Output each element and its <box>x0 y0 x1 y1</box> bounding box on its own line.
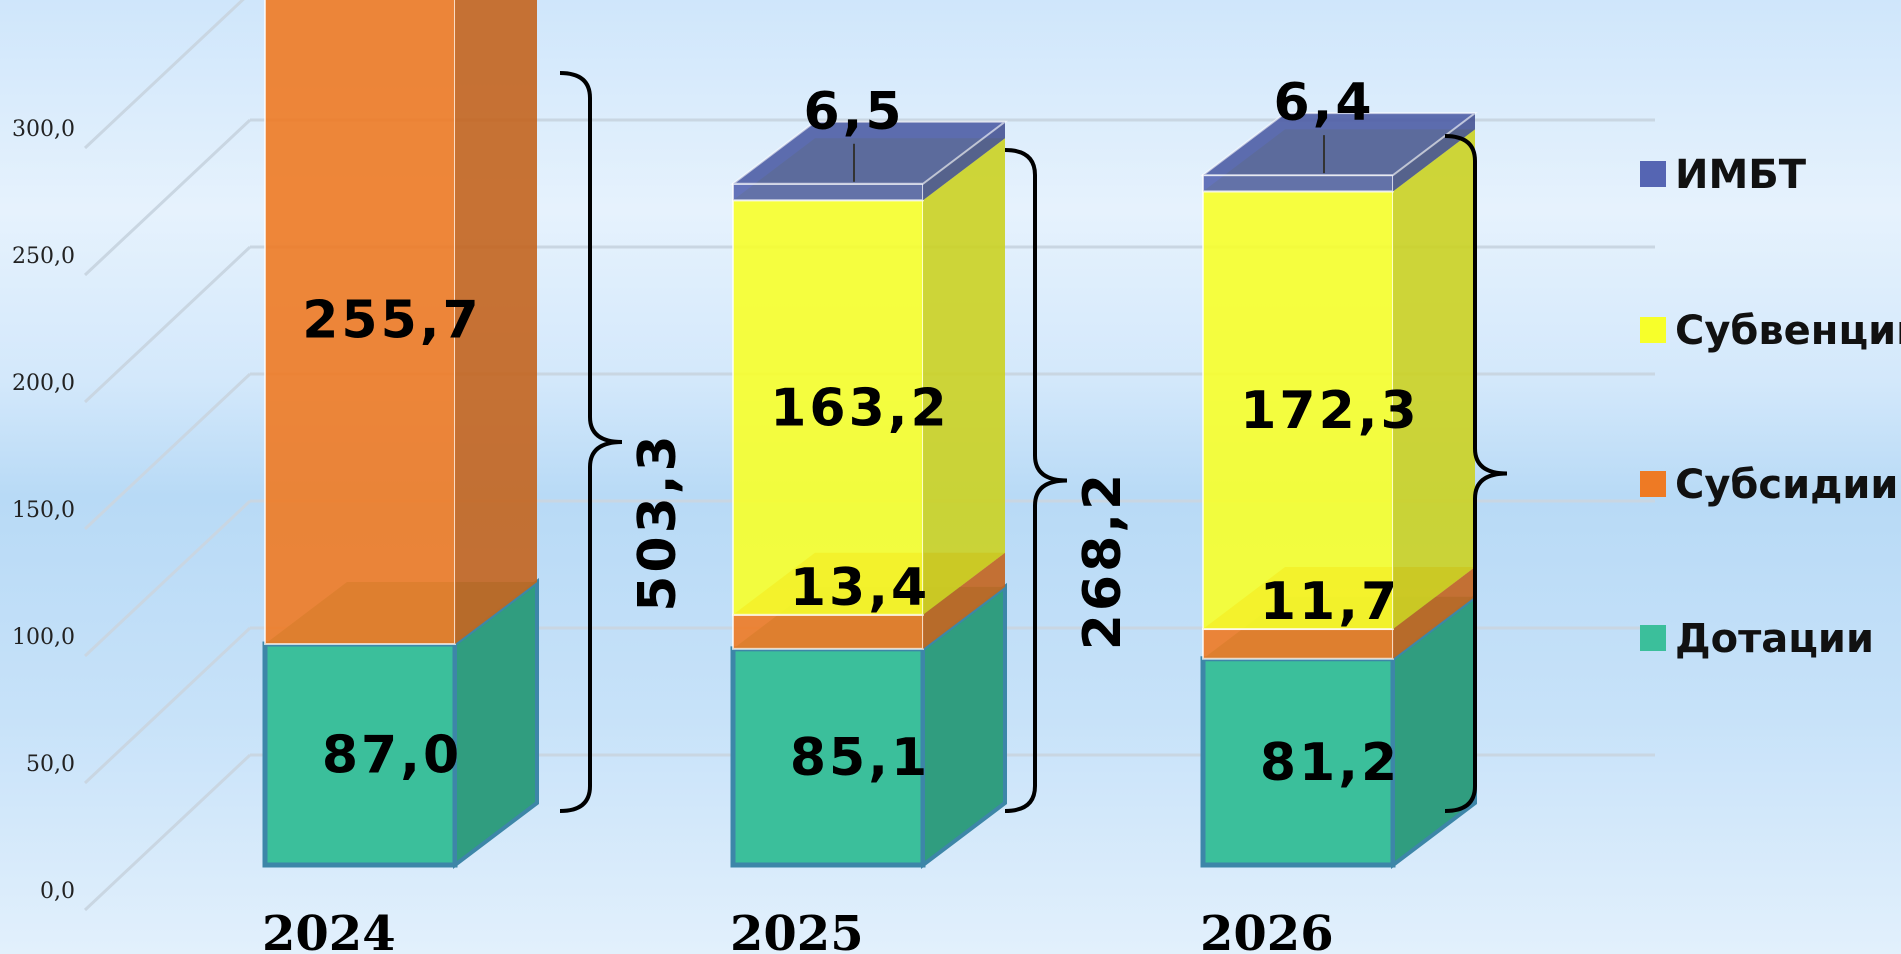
category-label: 2024 <box>262 906 396 954</box>
legend-swatch <box>1640 317 1666 343</box>
total-brace <box>1444 134 1508 813</box>
bar-top <box>730 120 1008 185</box>
bar-segment <box>732 613 924 650</box>
legend-swatch <box>1640 625 1666 651</box>
data-label: 11,7 <box>1260 572 1400 632</box>
total-label: 503,3 <box>628 432 688 611</box>
legend-label: ИМБТ <box>1675 152 1807 198</box>
legend-label: Дотации <box>1675 616 1874 662</box>
grid-diagonal <box>83 0 245 150</box>
y-tick-label: 150,0 <box>12 498 75 523</box>
grid-diagonal <box>83 372 252 531</box>
data-label: 255,7 <box>302 290 481 350</box>
bar-side <box>923 121 1005 201</box>
y-tick-label: 250,0 <box>12 244 75 269</box>
bar-segment <box>1202 628 1394 660</box>
y-tick-label: 100,0 <box>12 625 75 650</box>
legend-swatch <box>1640 471 1666 497</box>
y-tick-label: 200,0 <box>12 371 75 396</box>
total-brace <box>559 71 623 813</box>
data-label: 87,0 <box>322 726 462 786</box>
data-label: 85,1 <box>790 728 930 788</box>
data-label: 6,4 <box>1273 73 1374 133</box>
grid-diagonal <box>83 118 252 277</box>
total-label: 268,2 <box>1073 471 1133 650</box>
bar-segment <box>730 646 926 868</box>
bars <box>262 0 1478 870</box>
legend-swatch <box>1640 161 1666 187</box>
grid-diagonal <box>83 499 252 658</box>
bar-side <box>1393 567 1475 659</box>
data-label: 81,2 <box>1260 733 1400 793</box>
data-label: 163,2 <box>770 379 949 439</box>
bar-side <box>1393 129 1475 630</box>
x-axis: 2024 2025 2026 <box>262 906 1334 954</box>
y-tick-label: 0,0 <box>40 879 75 904</box>
bar-segment <box>1202 174 1394 193</box>
total-braces: 503,3 268,2 <box>559 71 1508 813</box>
bar-segment <box>1200 656 1396 868</box>
data-label: 172,3 <box>1240 381 1419 441</box>
total-brace <box>1004 148 1068 813</box>
bar-side <box>455 0 537 645</box>
legend-label: Субвенции <box>1675 308 1901 354</box>
y-axis: 0,0 50,0 100,0 150,0 200,0 250,0 300,0 <box>12 117 75 904</box>
bar-segment <box>732 182 924 202</box>
data-label: 6,5 <box>803 82 904 142</box>
data-label: 13,4 <box>790 558 930 618</box>
y-tick-label: 300,0 <box>12 117 75 142</box>
bar-side <box>921 582 1007 870</box>
grid-diagonal <box>83 626 252 785</box>
bar-top <box>1200 112 1478 177</box>
bar-side <box>923 138 1005 615</box>
bar-side <box>453 578 539 870</box>
data-labels: 87,0 255,7 85,1 13,4 163,2 6,5 81,2 11,7 172,3 6,… <box>302 73 1419 793</box>
y-tick-label: 50,0 <box>26 752 75 777</box>
category-label: 2025 <box>730 906 864 954</box>
bar-side <box>1393 113 1475 192</box>
category-label: 2026 <box>1200 906 1334 954</box>
bar-side <box>923 552 1005 649</box>
legend: ИМБТ Субвенции Субсидии Дотации <box>1640 152 1901 662</box>
bar-segment <box>264 0 456 646</box>
grid-diagonal <box>83 753 252 912</box>
grid-diagonal <box>83 245 252 404</box>
legend-label: Субсидии <box>1675 462 1898 508</box>
